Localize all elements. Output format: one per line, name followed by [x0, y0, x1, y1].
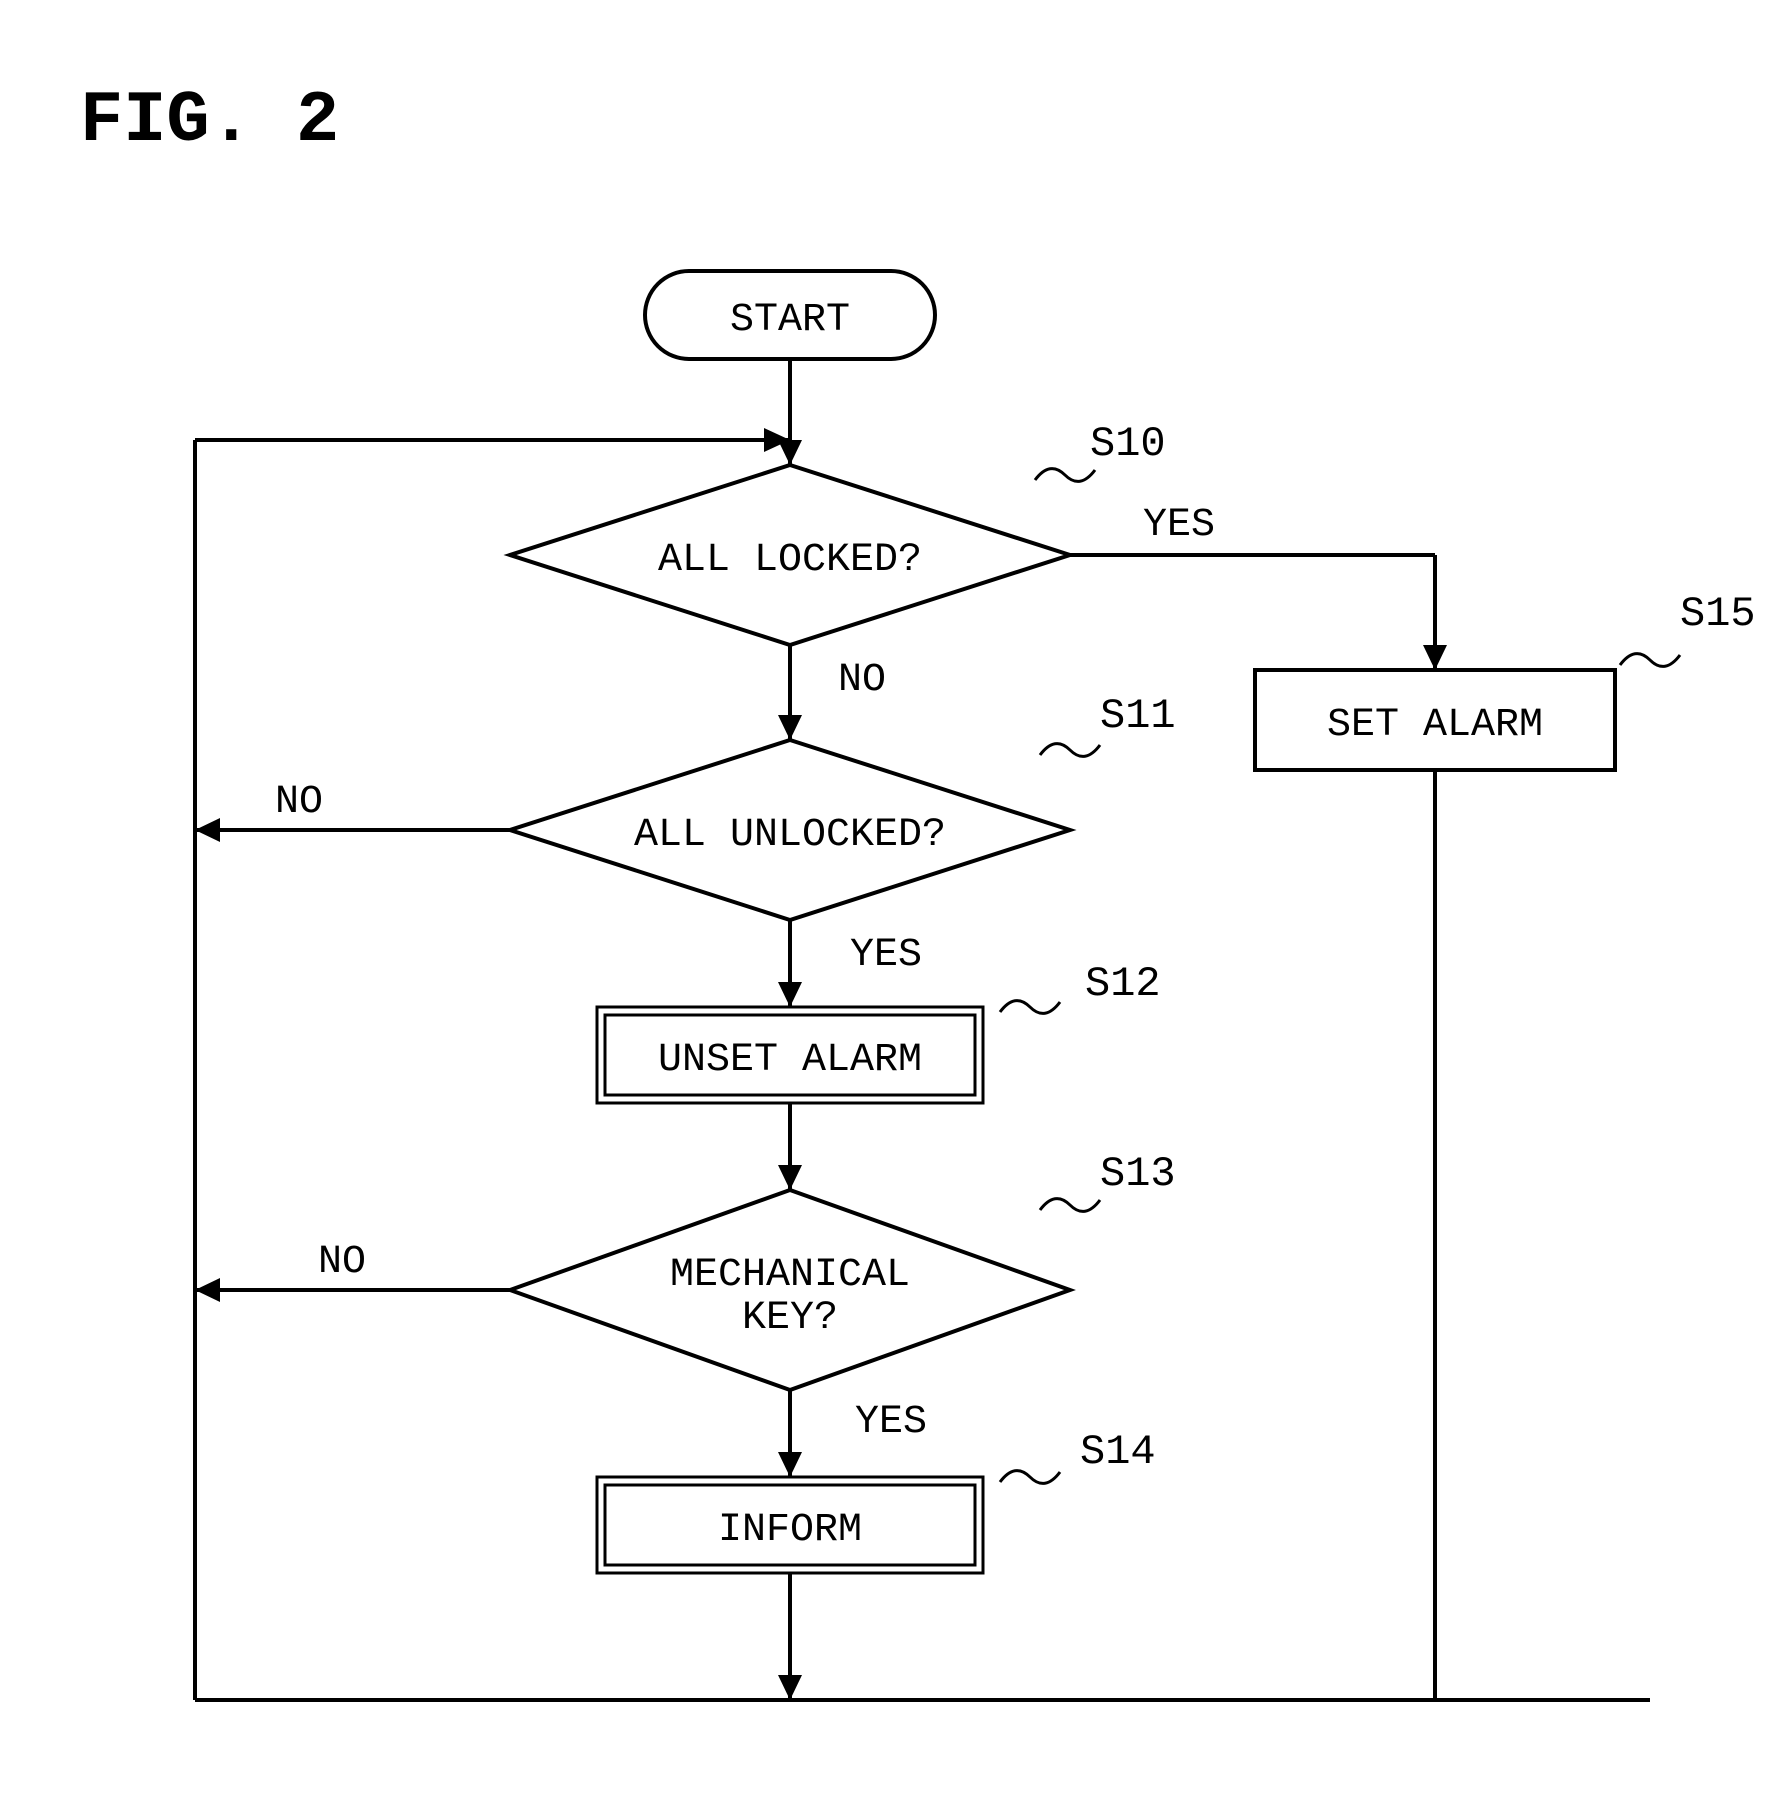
- node-start-label: START: [730, 298, 850, 343]
- step-s15: S15: [1680, 590, 1756, 638]
- squiggle-s15: [1620, 654, 1680, 667]
- arrow-s12-s13: [778, 1165, 802, 1190]
- branch-s10-yes: YES: [1143, 503, 1215, 548]
- arrow-s11-no: [195, 818, 220, 842]
- squiggle-s13: [1040, 1199, 1100, 1212]
- arrow-s13-s14: [778, 1452, 802, 1477]
- node-s13-label-l2: KEY?: [742, 1296, 838, 1341]
- branch-s11-yes: YES: [850, 933, 922, 978]
- node-s14-label: INFORM: [718, 1508, 862, 1553]
- node-s11-label: ALL UNLOCKED?: [634, 813, 946, 858]
- arrow-s10-s11: [778, 715, 802, 740]
- node-s12-label: UNSET ALARM: [658, 1038, 922, 1083]
- step-s14: S14: [1080, 1428, 1156, 1476]
- step-s10: S10: [1090, 420, 1166, 468]
- figure-title: FIG. 2: [80, 80, 339, 162]
- arrow-s13-no: [195, 1278, 220, 1302]
- branch-s11-no: NO: [275, 780, 323, 825]
- arrow-s14-down: [778, 1675, 802, 1700]
- step-s13: S13: [1100, 1150, 1176, 1198]
- branch-s13-yes: YES: [855, 1400, 927, 1445]
- squiggle-s10: [1035, 469, 1095, 482]
- step-s11: S11: [1100, 692, 1176, 740]
- node-s15-label: SET ALARM: [1327, 703, 1543, 748]
- squiggle-s11: [1040, 744, 1100, 757]
- branch-s10-no: NO: [838, 658, 886, 703]
- arrow-s11-s12: [778, 982, 802, 1007]
- arrow-s10-yes: [1423, 645, 1447, 670]
- node-s13-label-l1: MECHANICAL: [670, 1253, 910, 1298]
- branch-s13-no: NO: [318, 1240, 366, 1285]
- step-s12: S12: [1085, 960, 1161, 1008]
- squiggle-s12: [1000, 1001, 1060, 1014]
- squiggle-s14: [1000, 1471, 1060, 1484]
- node-s10-label: ALL LOCKED?: [658, 538, 922, 583]
